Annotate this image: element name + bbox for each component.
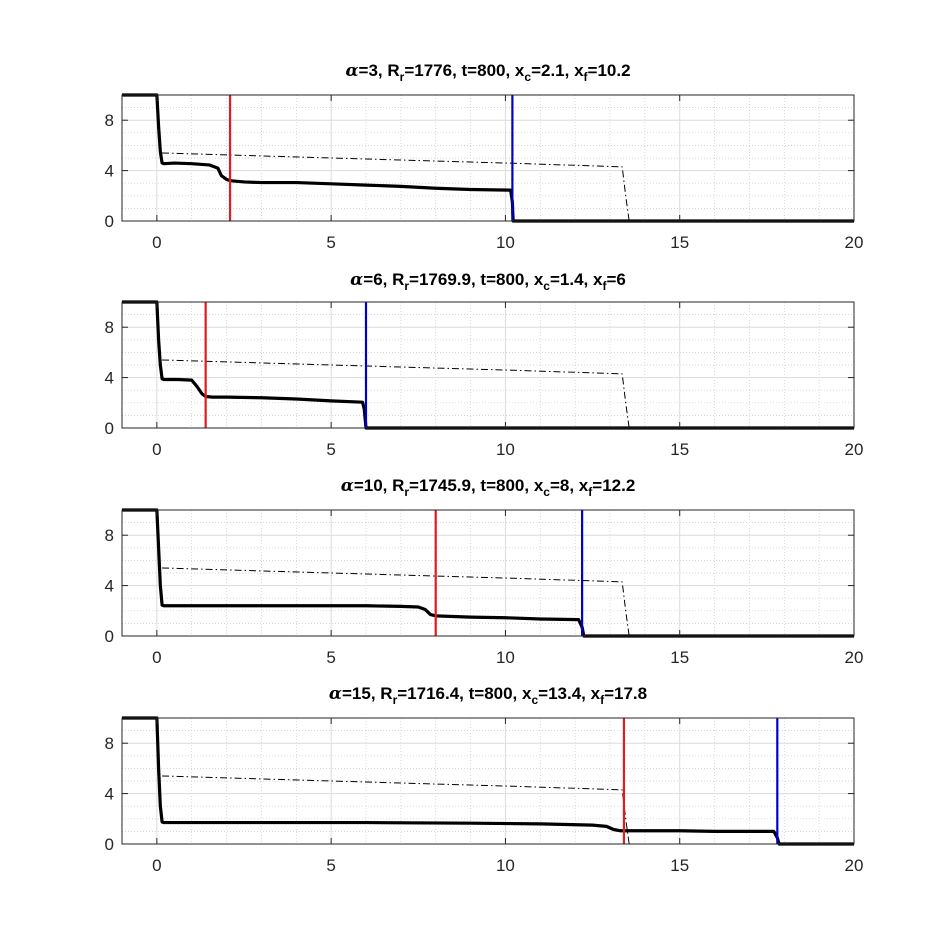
x-tick-label: 0	[152, 440, 161, 459]
x-tick-label: 5	[326, 648, 335, 667]
series-dashdot-line	[162, 567, 854, 637]
series-solid-line	[122, 716, 854, 846]
subplot-1: 0 5 10 15 20 0 4 8 α=3, Rr=1776, t=800, xc=2.1, …	[105, 61, 864, 252]
x-tick-label: 15	[670, 648, 689, 667]
y-tick-label: 4	[105, 369, 114, 388]
x-tick-label: 5	[326, 440, 335, 459]
x-tick-label: 20	[845, 648, 864, 667]
axes-box	[121, 509, 855, 637]
x-tick-label: 0	[152, 856, 161, 875]
subplot-title: α=10, Rr=1745.9, t=800, xc=8, xf=12.2	[341, 476, 636, 499]
x-tick-label: 20	[845, 856, 864, 875]
x-tick-label: 10	[496, 440, 515, 459]
subplot-title: α=3, Rr=1776, t=800, xc=2.1, xf=10.2	[345, 61, 630, 84]
minor-grid	[121, 510, 854, 636]
tick-marks	[122, 302, 855, 429]
y-tick-label: 4	[105, 577, 114, 596]
y-tick-label: 4	[105, 785, 114, 804]
x-tick-label: 0	[152, 648, 161, 667]
axes-box	[121, 301, 855, 429]
subplot-title: α=15, Rr=1716.4, t=800, xc=13.4, xf=17.8	[329, 684, 647, 707]
x-tick-label: 0	[152, 233, 161, 252]
y-tick-label: 0	[105, 627, 114, 646]
x-tick-label: 15	[670, 233, 689, 252]
subplot-3: 0 5 10 15 20 0 4 8 α=10, Rr=1745.9, t=800, xc=8,…	[105, 476, 864, 667]
subplot-stack: 0 5 10 15 20 0 4 8 α=3, Rr=1776, t=800, xc=2.1, …	[105, 61, 864, 875]
y-tick-label: 0	[105, 212, 114, 231]
y-tick-label: 8	[105, 318, 114, 337]
y-tick-label: 0	[105, 419, 114, 438]
x-tick-label: 20	[845, 233, 864, 252]
tick-marks	[122, 718, 855, 845]
x-tick-label: 10	[496, 233, 515, 252]
y-tick-label: 8	[105, 526, 114, 545]
subplot-title: α=6, Rr=1769.9, t=800, xc=1.4, xf=6	[350, 270, 626, 293]
x-tick-label: 15	[670, 856, 689, 875]
x-tick-label: 20	[845, 440, 864, 459]
series-dashdot-line	[162, 359, 854, 429]
tick-marks	[122, 510, 855, 637]
series-dashdot-line	[162, 775, 854, 845]
x-tick-label: 5	[326, 233, 335, 252]
tick-marks	[122, 95, 855, 222]
series-solid-line	[122, 300, 854, 430]
axes-box	[121, 94, 855, 222]
y-tick-label: 0	[105, 835, 114, 854]
x-tick-label: 10	[496, 648, 515, 667]
x-tick-label: 10	[496, 856, 515, 875]
x-tick-label: 15	[670, 440, 689, 459]
series-solid-line	[122, 508, 854, 638]
subplot-2: 0 5 10 15 20 0 4 8 α=6, Rr=1769.9, t=800, xc=1.4…	[105, 270, 864, 459]
x-tick-label: 5	[326, 856, 335, 875]
axes-box	[121, 717, 855, 845]
minor-grid	[121, 95, 854, 221]
subplot-4: 0 5 10 15 20 0 4 8 α=15, Rr=1716.4, t=800, xc=13…	[105, 684, 864, 875]
y-tick-label: 8	[105, 111, 114, 130]
y-tick-label: 8	[105, 734, 114, 753]
minor-grid	[121, 302, 854, 428]
y-tick-label: 4	[105, 162, 114, 181]
series-dashdot-line	[162, 152, 854, 222]
